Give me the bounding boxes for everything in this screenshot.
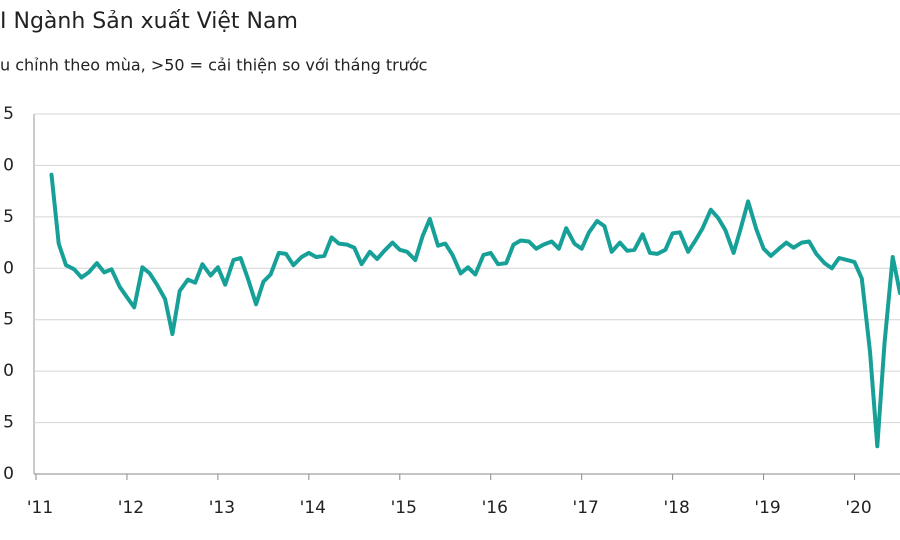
- data-line: [49, 172, 900, 449]
- y-tick-label: 0: [3, 258, 14, 278]
- y-tick-label: 5: [3, 104, 14, 124]
- x-tick-label: '18: [663, 498, 689, 518]
- x-tick-label: '16: [482, 498, 508, 518]
- x-tick-label: '20: [845, 498, 871, 518]
- x-tick-label: '15: [391, 498, 417, 518]
- y-tick-label: 5: [3, 207, 14, 227]
- y-tick-label: 5: [3, 310, 14, 330]
- y-tick-label: 0: [3, 155, 14, 175]
- x-tick-label: '19: [754, 498, 780, 518]
- x-tick-label: '11: [27, 498, 53, 518]
- chart-title: I Ngành Sản xuất Việt Nam: [0, 9, 298, 34]
- x-tick-label: '12: [118, 498, 144, 518]
- x-tick-label: '14: [300, 498, 326, 518]
- y-tick-label: 0: [3, 464, 14, 484]
- y-tick-label: 0: [3, 361, 14, 381]
- x-tick-label: '13: [209, 498, 235, 518]
- x-tick-label: '17: [573, 498, 599, 518]
- chart-subtitle: u chỉnh theo mùa, >50 = cải thiện so với…: [0, 56, 427, 75]
- y-tick-label: 5: [3, 413, 14, 433]
